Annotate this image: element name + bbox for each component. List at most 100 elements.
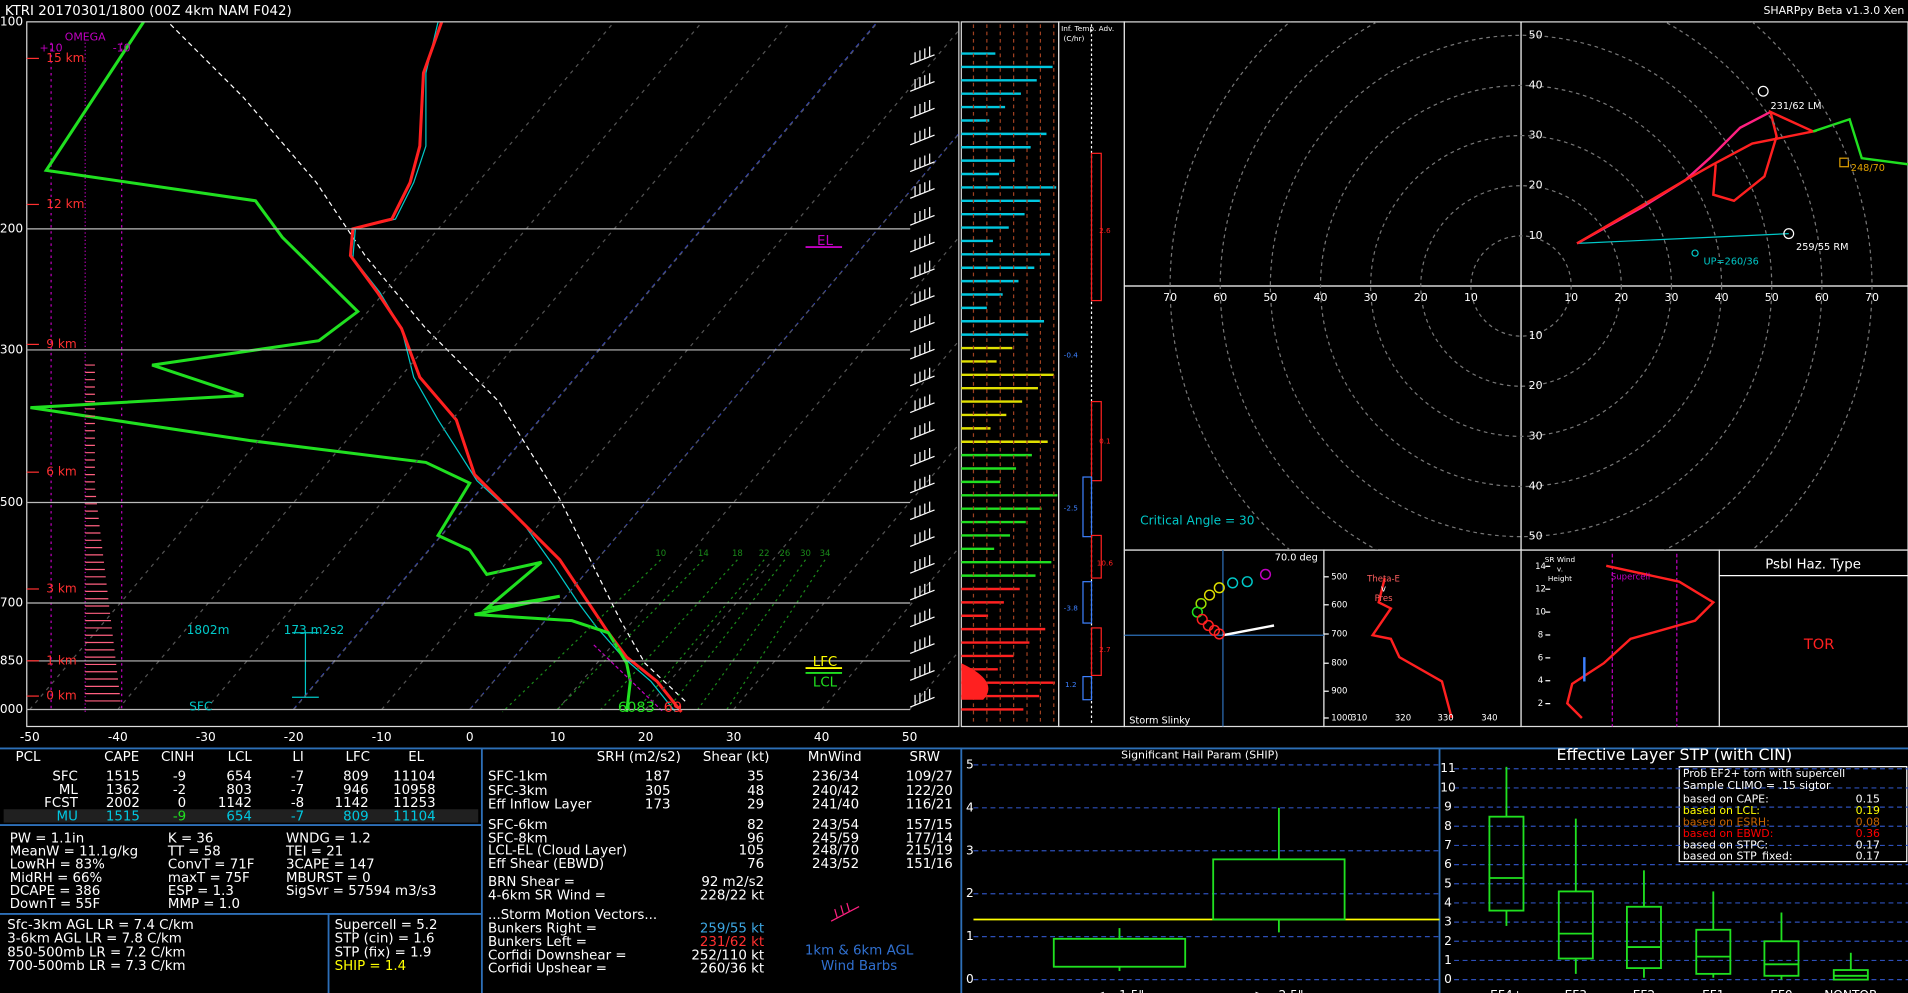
table-cell: 35 — [747, 769, 764, 784]
tor-prob-value: 0.19 — [1856, 804, 1880, 817]
hodo-ring — [1420, 185, 1622, 387]
index: SigSvr = 57594 m3/s3 — [286, 884, 437, 899]
tor-prob-value: 0.08 — [1856, 815, 1880, 828]
table-cell: 11253 — [393, 796, 436, 811]
y-tick-label: 3 — [1444, 915, 1452, 929]
mixing-ratio-line — [554, 559, 704, 713]
temp-adv-label: -3.8 — [1064, 603, 1079, 612]
tor-prob-label: based on LCL: — [1683, 804, 1760, 817]
virtual-temp — [352, 21, 676, 713]
height-label: 9 km — [46, 337, 76, 351]
table-cell: -9 — [173, 769, 186, 784]
skewt-layer — [29, 21, 959, 713]
hodo-ring-label: 30 — [1529, 429, 1543, 442]
hodo-ring — [1370, 134, 1673, 437]
mixing-ratio-line — [665, 559, 786, 713]
table-cell: 654 — [226, 769, 252, 784]
hodo-ring-label: 40 — [1715, 291, 1729, 304]
hodo-ring-label: 50 — [1529, 530, 1543, 543]
mixing-ratio-line — [598, 559, 738, 713]
y-tick-label: 0 — [966, 972, 974, 986]
sr-height-label: 10 — [1535, 608, 1546, 618]
table-cell: -7 — [291, 769, 304, 784]
slinky-ring — [1241, 576, 1253, 588]
right-mover — [1783, 228, 1795, 240]
left-mover-label: 231/62 LM — [1770, 101, 1821, 112]
hodo-ring-label: 60 — [1213, 291, 1227, 304]
table-cell: SFC-8km — [488, 831, 548, 846]
theta-e-title: v — [1381, 584, 1386, 594]
table-cell: 76 — [747, 857, 764, 872]
hodograph-decor — [1124, 21, 1908, 551]
table-cell: 157/15 — [906, 818, 953, 833]
index: TT = 58 — [167, 845, 221, 860]
index: DownT = 55F — [10, 897, 100, 912]
storm-motion-label: Bunkers Left = — [488, 935, 587, 950]
theta-e-pressure-label: 800 — [1331, 659, 1347, 669]
version: SHARPpy Beta v1.3.0 Xen — [1763, 4, 1904, 17]
hazard-type: TOR — [1803, 636, 1835, 653]
hazard-title: Psbl Haz. Type — [1765, 558, 1861, 573]
table-header: MnWind — [808, 750, 862, 765]
hodo-layer — [1169, 21, 1873, 551]
isotherm — [205, 21, 791, 710]
mixing-ratio-label: 10 — [655, 549, 666, 559]
mixing-ratio-line — [695, 559, 807, 713]
storm-motion-value: 260/36 kt — [700, 962, 764, 977]
lapse-rate: 850-500mb LR = 7.2 C/km — [7, 945, 185, 960]
inflow-top: 1802m — [187, 623, 230, 637]
box — [1832, 969, 1869, 981]
temp-adv-label: 2.6 — [1099, 226, 1111, 235]
y-tick-label: 5 — [1444, 876, 1452, 890]
table-cell: 82 — [747, 818, 764, 833]
table-cell: 243/54 — [812, 818, 859, 833]
tor-prob-label: based on ESRH: — [1683, 815, 1770, 828]
table-cell: 0 — [178, 796, 187, 811]
pressure-tick-label: 200 — [0, 221, 23, 235]
theta-e-label: 330 — [1437, 713, 1453, 723]
sr-wind-title: Height — [1548, 574, 1572, 583]
table-cell: 1515 — [106, 810, 140, 825]
cloud-layer-label: 248/70 — [1851, 163, 1885, 174]
table-cell: -7 — [291, 810, 304, 825]
table-cell: -2 — [173, 783, 186, 798]
theta-e-title: Pres — [1375, 594, 1394, 604]
index: MMP = 1.0 — [168, 897, 240, 912]
wind-barb — [909, 321, 935, 333]
table-cell: 248/70 — [812, 844, 859, 859]
lfc-label: LFC — [813, 655, 837, 670]
table-cell: -7 — [291, 783, 304, 798]
hodo-ring-label: 10 — [1464, 291, 1478, 304]
panel-title: Significant Hail Param (SHIP) — [1121, 749, 1278, 762]
mixing-ratio-label: 22 — [759, 549, 770, 559]
theta-e-profile — [1370, 577, 1453, 719]
hodo-ring — [1319, 84, 1723, 488]
y-tick-label: 2 — [1444, 934, 1452, 948]
downdraft-trace — [593, 644, 664, 713]
tor-prob-value: 0.17 — [1856, 850, 1880, 863]
temperature-tick-label: -40 — [108, 730, 128, 744]
hodo-ring-label: 40 — [1529, 78, 1543, 91]
lapse-rate: 700-500mb LR = 7.3 C/km — [7, 959, 185, 974]
temp-adv-label: 0.1 — [1099, 437, 1111, 446]
y-tick-label: 6 — [1444, 857, 1452, 871]
table-cell: 177/14 — [906, 831, 953, 846]
theta-e-pressure-label: 500 — [1331, 572, 1347, 582]
isotherm — [293, 21, 879, 710]
temp-adv-bar — [1090, 400, 1102, 482]
storm-motion-value: 252/110 kt — [691, 948, 764, 963]
temp-adv-label: -0.4 — [1064, 350, 1079, 359]
pressure-tick-label: 1000 — [0, 702, 23, 716]
sr-height-label: 6 — [1538, 653, 1543, 663]
slinky-ring — [1213, 628, 1225, 640]
mixing-ratio-line — [634, 559, 765, 713]
cloud-layer-mean — [1839, 157, 1849, 168]
temperature-tick-label: 20 — [638, 730, 653, 744]
table-header: SRH (m2/s2) — [597, 750, 681, 765]
index: ESP = 1.3 — [168, 884, 234, 899]
wind-barb — [909, 268, 935, 280]
table-cell: 11104 — [393, 810, 436, 825]
wind-barb — [909, 107, 935, 119]
